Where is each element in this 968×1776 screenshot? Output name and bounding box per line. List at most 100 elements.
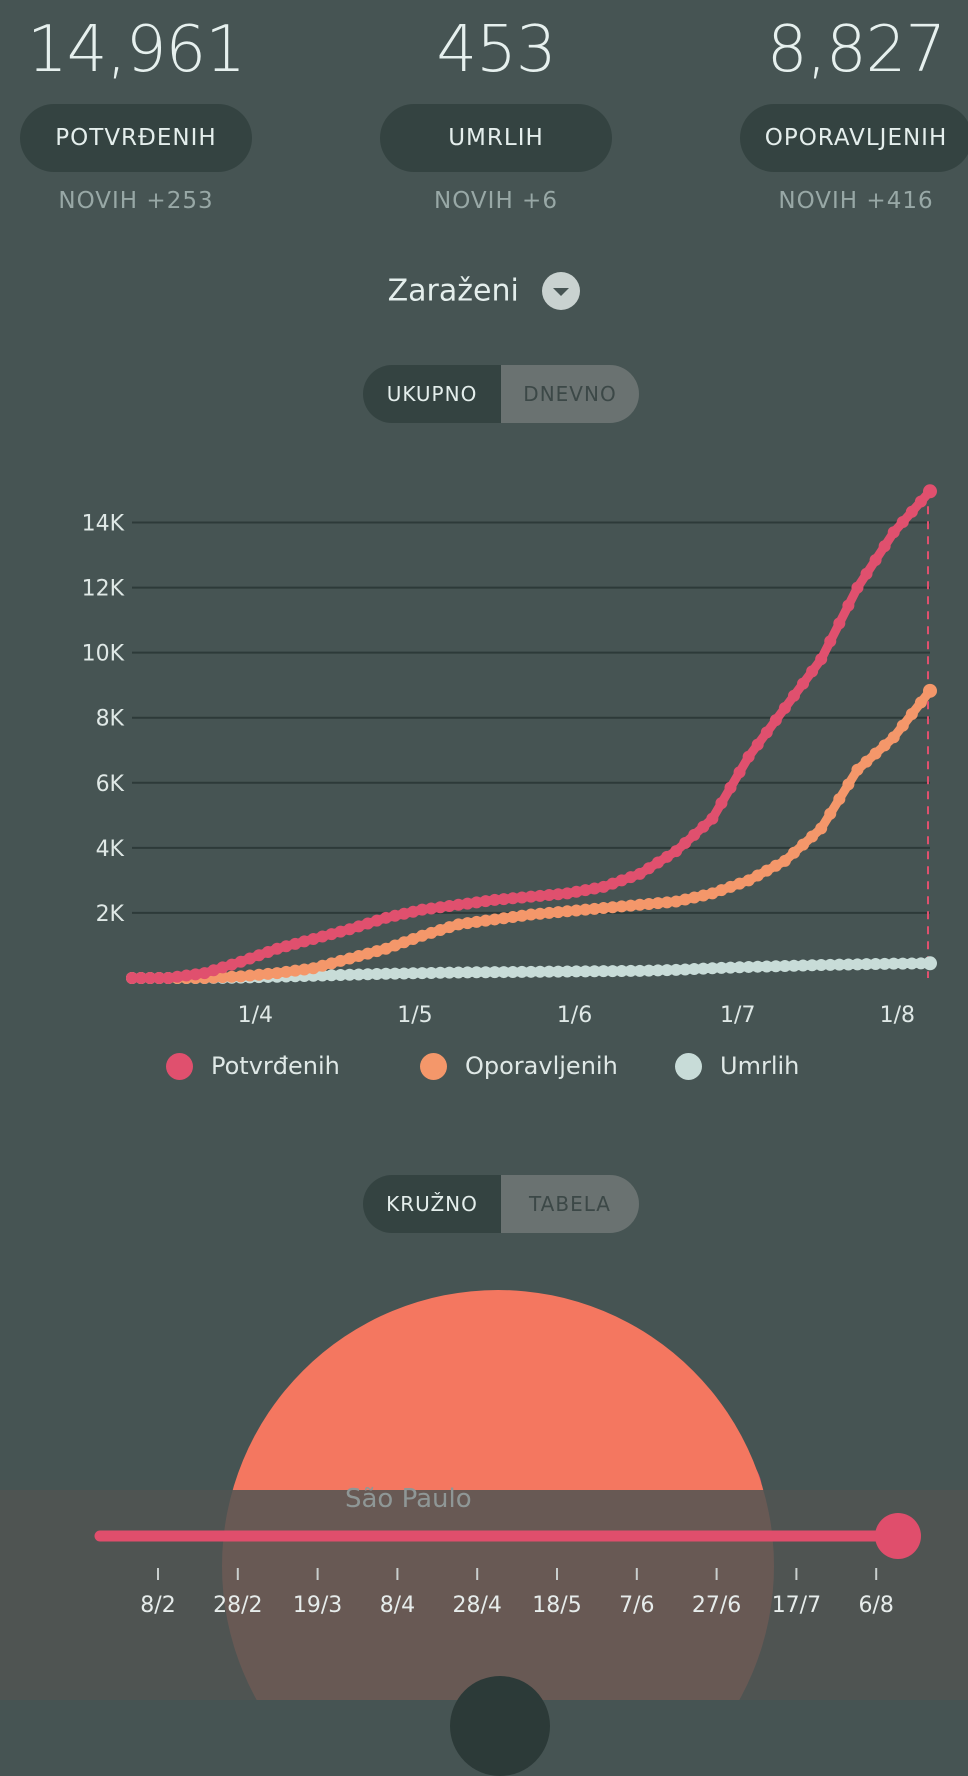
timeline-tick-label: 17/7 (772, 1593, 821, 1618)
data-point (370, 914, 383, 927)
data-point (633, 898, 646, 911)
data-point (833, 617, 846, 630)
data-point (207, 964, 220, 977)
data-point (769, 714, 782, 727)
timeline-slider[interactable]: 8/2 28/2 19/3 8/4 28/4 18/5 7/6 27/6 17/7 6/8 (0, 1500, 968, 1620)
data-point (325, 969, 338, 982)
data-point (851, 763, 864, 776)
data-point (370, 945, 383, 958)
legend-dot-deaths (675, 1052, 702, 1080)
data-point (289, 937, 302, 950)
data-point (633, 867, 646, 880)
data-point (479, 895, 492, 908)
data-point (833, 793, 846, 806)
data-point (443, 966, 456, 979)
deaths-button[interactable]: UMRLIH (380, 104, 612, 172)
view-toggle: UKUPNO DNEVNO (363, 365, 639, 423)
toggle-dnevno[interactable]: DNEVNO (501, 365, 639, 423)
data-point (352, 920, 365, 933)
timeline-tick-label: 7/6 (619, 1593, 654, 1618)
x-tick-label: 1/4 (238, 1003, 273, 1028)
data-point (262, 945, 275, 958)
play-button[interactable] (450, 1676, 550, 1776)
data-point (307, 932, 320, 945)
data-point (905, 957, 918, 970)
data-point (343, 952, 356, 965)
data-point (878, 540, 891, 553)
data-point (706, 887, 719, 900)
data-point (225, 958, 238, 971)
data-point (751, 869, 764, 882)
data-point (561, 887, 574, 900)
data-point (597, 880, 610, 893)
y-tick-label: 2K (96, 902, 125, 927)
data-point (869, 747, 882, 760)
data-point (787, 846, 800, 859)
data-point (370, 968, 383, 981)
data-point (316, 969, 329, 982)
stat-confirmed: 14,961 POTVRĐENIH NOVIH +253 (16, 0, 256, 214)
data-point (715, 797, 728, 810)
metric-dropdown[interactable]: Zaraženi (0, 272, 968, 310)
data-point (733, 877, 746, 890)
data-point (815, 653, 828, 666)
data-point (733, 766, 746, 779)
toggle-tabela[interactable]: TABELA (501, 1175, 639, 1233)
data-point (307, 962, 320, 975)
data-point (361, 947, 374, 960)
y-tick-label: 8K (96, 707, 125, 732)
data-point (651, 856, 664, 869)
data-point (797, 959, 810, 972)
data-point (896, 516, 909, 529)
data-point (806, 959, 819, 972)
toggle-ukupno[interactable]: UKUPNO (363, 365, 501, 423)
data-point (298, 935, 311, 948)
confirmed-button[interactable]: POTVRĐENIH (20, 104, 252, 172)
data-point (416, 903, 429, 916)
legend-item-confirmed[interactable]: Potvrđenih (166, 1052, 340, 1080)
data-point (271, 942, 284, 955)
data-point (470, 966, 483, 979)
legend-item-deaths[interactable]: Umrlih (675, 1052, 799, 1080)
data-point (416, 929, 429, 942)
data-point (914, 696, 927, 709)
timeline-tick-label: 8/4 (380, 1593, 415, 1618)
data-point (407, 967, 420, 980)
data-point (425, 966, 438, 979)
recovered-new: NOVIH +416 (778, 188, 934, 214)
data-point (651, 897, 664, 910)
data-point (361, 917, 374, 930)
data-point (642, 897, 655, 910)
data-point (443, 900, 456, 913)
data-point (243, 952, 256, 965)
timeline-tick-label: 28/4 (452, 1593, 501, 1618)
data-point (379, 967, 392, 980)
y-tick-label: 6K (96, 772, 125, 797)
data-point (778, 959, 791, 972)
recovered-button[interactable]: OPORAVLJENIH (740, 104, 968, 172)
metric-label: Zaraženi (387, 273, 519, 309)
data-point (579, 903, 592, 916)
legend-item-recovered[interactable]: Oporavljenih (420, 1052, 618, 1080)
x-tick-label: 1/8 (880, 1003, 915, 1028)
data-point (679, 836, 692, 849)
confirmed-count: 14,961 (27, 13, 246, 87)
data-point (552, 965, 565, 978)
data-point (452, 898, 465, 911)
data-point (923, 956, 937, 971)
data-point (661, 964, 674, 977)
data-point (488, 913, 501, 926)
data-point (923, 484, 937, 499)
data-point (887, 957, 900, 970)
data-point (225, 970, 238, 983)
data-point (661, 896, 674, 909)
data-point (670, 963, 683, 976)
chevron-down-icon[interactable] (542, 272, 581, 310)
data-point (797, 677, 810, 690)
view-toggle-2: KRUŽNO TABELA (363, 1175, 639, 1233)
timeline-tick-label: 6/8 (858, 1593, 893, 1618)
data-point (588, 902, 601, 915)
toggle-kruzno[interactable]: KRUŽNO (363, 1175, 501, 1233)
data-point (398, 907, 411, 920)
data-point (525, 908, 537, 921)
